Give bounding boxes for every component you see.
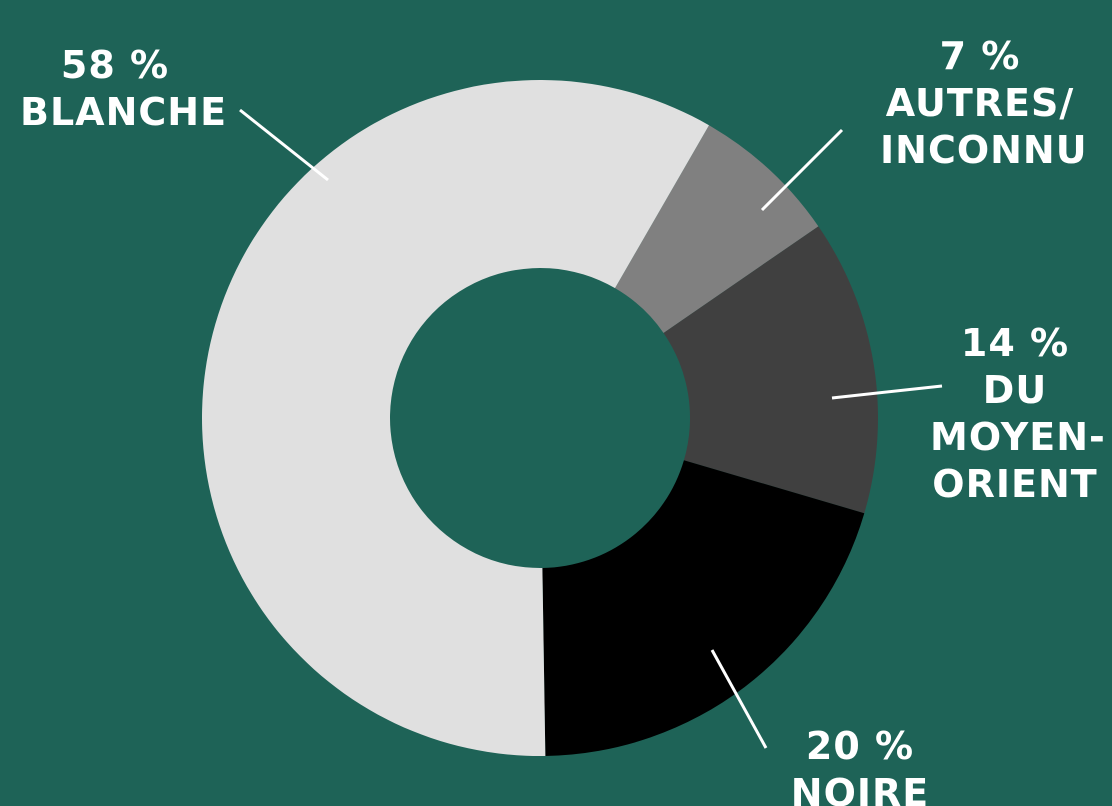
- label-autres-value: 7 %: [939, 34, 1021, 78]
- label-noire: 20 % NOIRE: [770, 723, 950, 806]
- label-blanche-text: BLANCHE: [20, 90, 228, 134]
- label-autres-text-1: AUTRES/: [885, 81, 1075, 125]
- slice-blanche: [202, 80, 709, 757]
- label-noire-value: 20 %: [805, 724, 915, 768]
- leader-line-noire: [710, 649, 768, 749]
- label-noire-text: NOIRE: [790, 771, 930, 806]
- label-autres: 7 % AUTRES/ INCONNU: [880, 33, 1088, 174]
- label-moyen-orient-text-2: MOYEN-: [930, 415, 1106, 459]
- slice-autres: [615, 125, 819, 333]
- label-autres-text-2: INCONNU: [880, 128, 1088, 172]
- label-moyen-orient-text-3: ORIENT: [932, 462, 1098, 506]
- label-blanche: 58 % BLANCHE: [20, 42, 228, 136]
- label-moyen-orient-text-1: DU: [982, 368, 1048, 412]
- label-blanche-value: 58 %: [60, 43, 170, 87]
- label-moyen-orient: 14 % DU MOYEN- ORIENT: [930, 320, 1106, 508]
- leader-line-autres: [760, 128, 844, 212]
- leader-line-moyen-orient: [831, 384, 943, 400]
- slice-moyen_orient: [663, 226, 878, 514]
- slice-noire: [542, 460, 865, 756]
- leader-line-blanche: [239, 108, 329, 182]
- label-moyen-orient-value: 14 %: [960, 321, 1070, 365]
